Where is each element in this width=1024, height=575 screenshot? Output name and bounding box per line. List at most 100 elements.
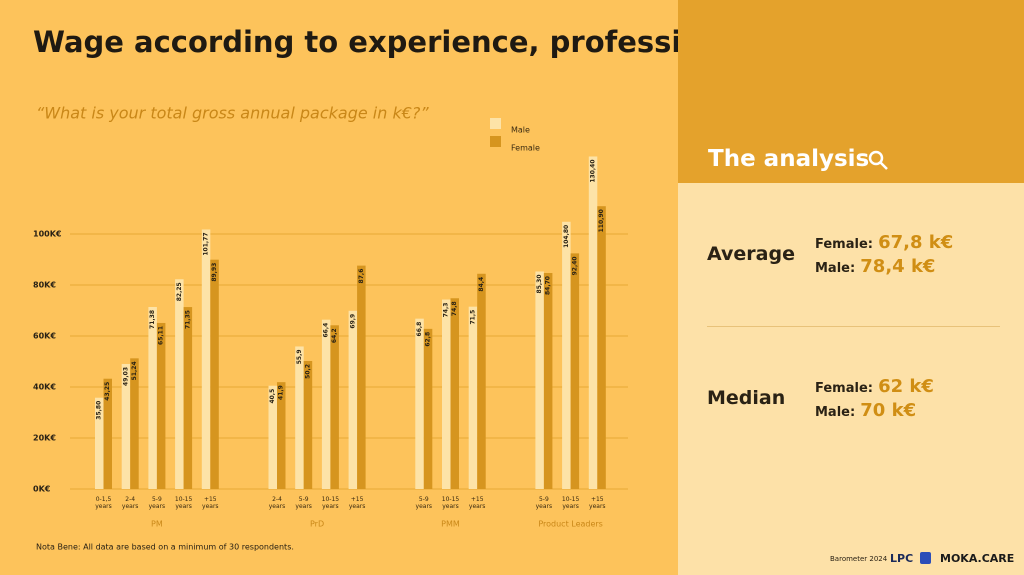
panel-title: The analysis — [708, 146, 870, 172]
bar — [95, 397, 104, 489]
value-label: 84,70 — [545, 276, 552, 295]
bar — [156, 322, 166, 489]
bar — [442, 299, 451, 489]
x-tick-label: 2-4 years — [268, 496, 286, 510]
value-label: 66,8 — [416, 322, 423, 337]
value-label: 69,9 — [349, 314, 356, 329]
x-tick-label: 10-15 years — [174, 496, 193, 510]
male-label: Male: — [815, 261, 856, 276]
logo-icon — [920, 552, 931, 564]
x-tick-label: 10-15 years — [561, 496, 580, 510]
value-label: 71,38 — [149, 310, 156, 329]
value-label: 55,9 — [296, 349, 303, 364]
search-icon — [868, 150, 888, 170]
y-tick-label: 100K€ — [33, 230, 62, 239]
bar — [321, 319, 331, 489]
group-label: PrD — [310, 520, 324, 529]
y-tick-label: 20K€ — [33, 434, 56, 443]
value-label: 84,4 — [478, 277, 485, 292]
chart-subtitle: “What is your total gross annual package… — [36, 104, 429, 123]
brand: MOKA.CARE — [940, 552, 1015, 565]
group-label: Product Leaders — [538, 520, 603, 529]
value-label: 49,03 — [122, 367, 129, 386]
bar — [121, 363, 131, 489]
x-tick-label: +15 years — [468, 496, 486, 510]
bar — [295, 346, 304, 489]
bar — [357, 265, 366, 489]
bar — [423, 328, 433, 489]
bar — [450, 298, 459, 489]
bar — [210, 259, 219, 489]
bar — [175, 279, 184, 489]
value-label: 43,25 — [104, 382, 111, 401]
x-tick-label: +15 years — [589, 496, 606, 510]
value-label: 62,8 — [425, 332, 432, 347]
legend-swatch — [490, 136, 501, 147]
bar — [477, 273, 486, 489]
y-tick-label: 0K€ — [33, 485, 51, 494]
bar — [415, 318, 424, 489]
x-tick-label: 0-1,5 years — [95, 496, 112, 510]
barometer: Barometer 2024 — [830, 555, 888, 563]
legend-swatch — [490, 118, 501, 129]
x-tick-label: 5-9 years — [148, 496, 166, 510]
bar — [330, 325, 339, 489]
bar — [130, 358, 139, 489]
chart: Wage according to experience, profession… — [33, 25, 678, 552]
value-label: 51,24 — [131, 361, 138, 380]
bar — [303, 360, 313, 489]
x-tick-label: 10-15 years — [321, 496, 340, 510]
value-label: 92,40 — [571, 256, 578, 275]
bar — [562, 221, 571, 489]
female-value: 62 k€ — [878, 376, 934, 397]
y-tick-label: 60K€ — [33, 332, 56, 341]
value-label: 87,6 — [358, 269, 365, 284]
bar — [148, 306, 157, 489]
male-value: 78,4 k€ — [860, 256, 936, 277]
value-label: 41,9 — [278, 385, 285, 400]
value-label: 74,3 — [443, 303, 450, 318]
male-label: Male: — [815, 405, 856, 420]
analysis-panel: The analysis Average Female: 67,8 k€ Mal… — [678, 0, 1024, 575]
bar — [183, 307, 193, 489]
bar — [277, 382, 286, 489]
median-label: Median — [707, 387, 786, 409]
value-label: 89,93 — [211, 263, 218, 282]
bar — [597, 206, 606, 489]
average-label: Average — [707, 243, 795, 265]
group-label: PMM — [441, 520, 460, 529]
bar — [570, 253, 580, 489]
x-tick-label: 5-9 years — [295, 496, 312, 510]
y-tick-label: 40K€ — [33, 383, 56, 392]
note: Nota Bene: All data are based on a minim… — [36, 543, 294, 552]
legend-label: Male — [511, 126, 530, 135]
x-tick-label: 2-4 years — [121, 496, 139, 510]
value-label: 101,77 — [203, 232, 210, 255]
x-tick-label: 10-15 years — [441, 496, 460, 510]
value-label: 104,80 — [563, 225, 570, 248]
bar — [468, 306, 478, 489]
value-label: 110,90 — [598, 209, 605, 232]
x-tick-label: 5-9 years — [415, 496, 433, 510]
value-label: 71,35 — [184, 310, 191, 329]
female-value: 67,8 k€ — [878, 232, 954, 253]
bar — [588, 156, 598, 490]
x-tick-label: +15 years — [202, 496, 219, 510]
value-label: 130,40 — [590, 159, 597, 182]
bar — [268, 385, 277, 489]
lpc-logo: LPC — [890, 552, 914, 565]
value-label: 40,5 — [269, 389, 276, 404]
bar — [543, 273, 553, 489]
chart-title: Wage according to experience, profession… — [33, 25, 678, 59]
bar — [103, 378, 112, 489]
value-label: 65,11 — [158, 326, 165, 345]
divider — [707, 326, 1000, 327]
male-value: 70 k€ — [860, 400, 917, 421]
legend-label: Female — [511, 144, 540, 153]
value-label: 74,8 — [451, 301, 458, 316]
value-label: 35,80 — [96, 401, 103, 420]
value-label: 64,2 — [331, 328, 338, 343]
x-tick-label: 5-9 years — [535, 496, 553, 510]
value-label: 82,25 — [176, 282, 183, 301]
